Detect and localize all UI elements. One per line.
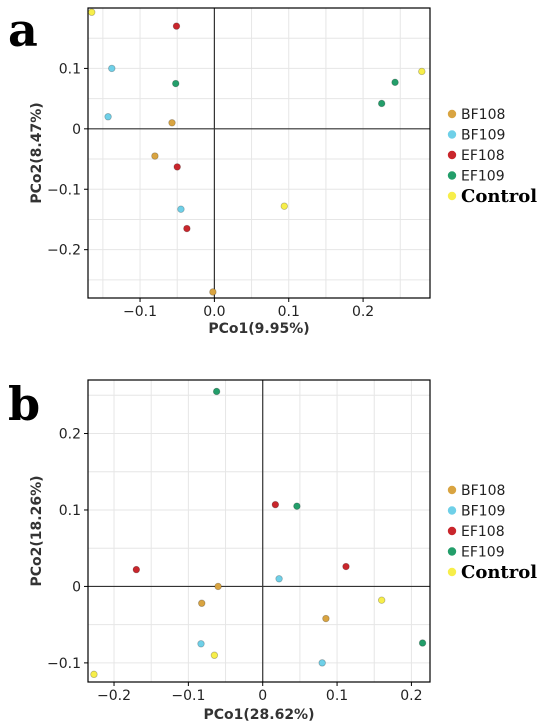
y-tick-label: 0 (72, 122, 81, 138)
x-tick-label: 0.0 (203, 304, 225, 320)
data-point-ef109 (418, 639, 427, 647)
data-point-ef108 (132, 565, 141, 574)
panel-a: a−0.1 0.0 0.1 0.2−0.2−0.100.1PCo1(9.95%)PCo… (8, 3, 537, 337)
legend-marker (447, 526, 457, 536)
legend-label: Control (461, 186, 537, 207)
gridlines (88, 7, 430, 298)
y-tick-label: −0.2 (47, 243, 81, 259)
legend-marker (447, 109, 457, 119)
y-axis-title: PCo2(8.47%) (29, 102, 45, 203)
legend-label: BF109 (461, 504, 505, 520)
x-tick-label: 0.2 (400, 688, 422, 704)
data-point-bf109 (108, 64, 116, 73)
data-point-bf108 (214, 582, 222, 591)
data-point-ef108 (271, 500, 280, 509)
x-tick-label: −0.1 (123, 304, 157, 320)
legend-label: Control (461, 562, 537, 583)
y-tick-label: 0.2 (59, 427, 81, 443)
panel-label: a (8, 3, 38, 57)
data-point-ef108 (183, 224, 191, 233)
plot-frame (87, 7, 431, 299)
x-tick-label: 0.1 (278, 304, 300, 320)
x-tick-label: −0.1 (171, 688, 205, 704)
legend-label: BF108 (461, 483, 505, 499)
legend-marker (447, 506, 457, 515)
data-point-bf109 (318, 659, 326, 667)
data-points (90, 387, 427, 679)
plot-area (88, 380, 430, 682)
legend-marker (447, 547, 457, 556)
data-point-bf109 (275, 575, 283, 583)
plot-frame (87, 379, 431, 683)
y-axis-title: PCo2(18.26%) (29, 475, 45, 586)
x-tick-label: 0 (258, 688, 267, 704)
data-point-ef108 (172, 22, 181, 30)
data-point-ef109 (391, 78, 399, 87)
data-point-bf108 (168, 119, 176, 127)
data-point-control (418, 67, 426, 76)
data-point-control (210, 651, 219, 659)
legend-marker (447, 485, 457, 495)
x-tick-label: −0.2 (97, 688, 131, 704)
gridlines (88, 380, 430, 682)
data-point-ef109 (172, 79, 180, 88)
data-point-control (280, 202, 288, 210)
legend-label: BF109 (461, 128, 505, 144)
data-point-control (377, 596, 386, 604)
data-point-bf109 (177, 205, 185, 213)
data-point-bf108 (198, 599, 206, 607)
data-point-control (90, 670, 98, 679)
data-point-ef108 (173, 163, 181, 171)
data-point-ef109 (293, 502, 301, 510)
data-point-bf109 (197, 640, 205, 648)
x-tick-label: 0.1 (326, 688, 348, 704)
data-point-bf108 (209, 288, 217, 296)
legend-marker (447, 191, 457, 201)
y-tick-label: −0.1 (47, 656, 81, 672)
x-axis-title: PCo1(28.62%) (203, 707, 314, 723)
y-tick-label: 0.1 (59, 503, 81, 519)
y-tick-label: −0.1 (47, 182, 81, 198)
data-point-ef108 (342, 562, 350, 571)
data-point-bf108 (151, 152, 159, 160)
y-tick-label: 0 (72, 579, 81, 595)
data-points (88, 8, 426, 296)
panel-label: b (8, 377, 40, 431)
data-point-bf108 (322, 614, 330, 623)
x-axis-title: PCo1(9.95%) (208, 321, 309, 337)
legend-label: EF108 (461, 148, 505, 164)
y-tick-label: 0.1 (59, 61, 81, 77)
legend-marker (447, 130, 457, 139)
data-point-ef109 (212, 387, 221, 396)
legend-marker (447, 567, 457, 577)
data-point-ef109 (377, 99, 386, 108)
x-tick-label: 0.2 (352, 304, 374, 320)
legend-label: EF108 (461, 524, 505, 540)
panel-b: b −0.2 −0.1 0 0.1 0.2 −0.1 0 0.1 0.2 PCo1(28.62%) P… (8, 377, 537, 723)
legend-marker (447, 171, 457, 180)
legend-label: BF108 (461, 107, 505, 123)
data-point-bf109 (104, 113, 112, 121)
legend-marker (447, 150, 457, 160)
plot-area (88, 8, 430, 298)
data-point-control (88, 8, 96, 16)
legend-label: EF109 (461, 545, 505, 561)
legend-label: EF109 (461, 169, 505, 185)
